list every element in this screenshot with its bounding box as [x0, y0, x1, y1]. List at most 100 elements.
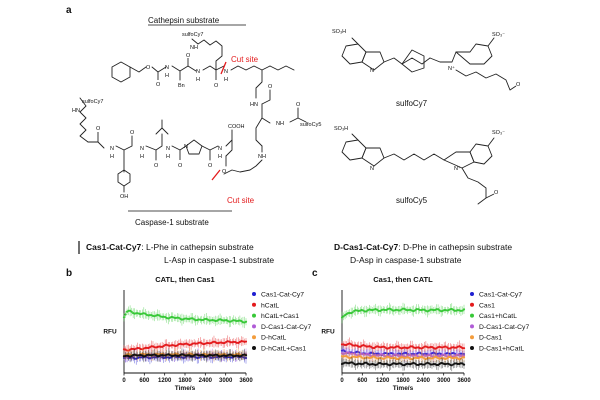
x-tick-label: 3600 — [239, 378, 253, 384]
cy5-so3h-label: SO₃H — [334, 126, 348, 132]
sulfocy7-label: sulfoCy7 — [396, 99, 428, 108]
lower-h2-label: H — [140, 154, 144, 160]
data-point — [462, 347, 466, 350]
cy7-so3h-label: SO₃H — [332, 29, 346, 35]
nh-top-label: NH — [190, 45, 198, 51]
data-point — [365, 310, 368, 313]
x-tick-label: 3000 — [437, 378, 451, 384]
legend-line1: Cas1-Cat-Cy7: L-Phe in cathepsin substra… — [86, 242, 254, 252]
data-point — [408, 356, 411, 359]
lower-h3-label: H — [166, 154, 170, 160]
data-point — [176, 354, 179, 357]
x-tick-label: 3600 — [457, 378, 471, 384]
cy5-so3-label: SO₃⁻ — [492, 130, 505, 136]
series-d-hcatl-cas1 — [122, 348, 248, 363]
oh-label: OH — [120, 194, 128, 200]
legend-desc2a: : D-Phe in cathepsin substrate — [398, 242, 512, 252]
data-point — [228, 353, 231, 356]
x-tick-label: 1200 — [376, 378, 390, 384]
series-hcatl — [122, 335, 248, 357]
panel-label-c: c — [312, 268, 318, 279]
legend-desc2b: D-Asp in caspase-1 substrate — [350, 255, 462, 265]
carbamate-n-label: N — [165, 65, 169, 71]
data-point — [365, 345, 368, 348]
data-point — [408, 308, 411, 311]
cooh-label: COOH — [228, 124, 245, 130]
data-point — [397, 345, 400, 348]
lower-n3-label: N — [166, 146, 170, 152]
legend-marker — [470, 292, 474, 296]
data-point — [343, 314, 347, 317]
proline-n-label: N — [184, 144, 188, 150]
data-point — [197, 354, 200, 357]
legend-marker — [252, 292, 256, 296]
cut-site-top: Cut site — [231, 55, 259, 64]
legend-name1: Cas1-Cat-Cy7 — [86, 242, 142, 252]
legend-label: D-Cas1 — [479, 335, 502, 342]
legend-desc1b: L-Asp in caspase-1 substrate — [164, 255, 274, 265]
lower-nh-label: NH — [258, 154, 266, 160]
lower-o1-label: O — [96, 126, 101, 132]
chart-title: Cas1, then CATL — [373, 275, 433, 284]
x-tick-label: 0 — [340, 378, 344, 384]
linker-nh-label: NH — [276, 121, 284, 127]
data-point — [435, 355, 438, 359]
amide-o2-label: O — [214, 83, 219, 89]
linker-hn-label: HN — [250, 102, 258, 108]
data-point — [462, 308, 466, 311]
legend-label: hCatL+Cas1 — [261, 313, 299, 320]
data-point — [383, 357, 386, 360]
chart-cas1-then-catl: Cas1, then CATL RFU 0 600 1200 1800 2400 3000 36… — [321, 275, 529, 392]
data-point — [350, 343, 353, 346]
data-point — [415, 308, 418, 311]
data-point — [244, 354, 248, 357]
lower-n5-label: N — [218, 146, 222, 152]
x-tick-label: 2400 — [199, 378, 213, 384]
lower-o5-label: O — [208, 163, 213, 169]
legend-label: Cas1-Cat-Cy7 — [261, 292, 304, 299]
caspase-substrate-title: Caspase-1 substrate — [135, 218, 209, 227]
legend-label: D-Cas1+hCatL — [479, 346, 524, 353]
legend-label: D-hCatL — [261, 335, 287, 342]
lower-n2-label: N — [140, 146, 144, 152]
data-point — [383, 345, 386, 349]
legend-marker — [470, 302, 474, 307]
data-point — [453, 356, 456, 359]
cathepsin-substrate-structure: sulfoCy7 NH O O N H Bn O N H O Cut site … — [111, 32, 321, 175]
legend-desc1a: : L-Phe in cathepsin substrate — [141, 242, 254, 252]
series-d-cas1-hcatl — [340, 356, 466, 372]
carbamate-o-label: O — [156, 82, 161, 88]
data-point — [443, 308, 446, 312]
data-point — [462, 363, 466, 366]
x-tick-label: 600 — [139, 378, 150, 384]
data-point — [244, 320, 248, 323]
legend-label: D-hCatL+Cas1 — [261, 346, 306, 353]
legend-label: D-Cas1-Cat-Cy7 — [479, 324, 529, 331]
data-point — [435, 347, 438, 350]
y-axis-label: RFU — [321, 329, 335, 336]
bn-label: Bn — [178, 83, 185, 89]
data-point — [122, 316, 126, 319]
sulfocy7-left-label: sulfoCy7 — [82, 99, 103, 105]
cy7-n-left-label: N — [370, 68, 374, 74]
data-point — [130, 354, 133, 358]
legend-marker — [252, 302, 256, 307]
data-point — [414, 362, 417, 365]
x-tick-label: 1800 — [178, 378, 192, 384]
data-point — [414, 309, 417, 312]
legend-label: hCatL — [261, 302, 279, 309]
data-point — [340, 316, 344, 319]
data-point — [130, 310, 133, 313]
legend-label: D-Cas1-Cat-Cy7 — [261, 324, 311, 331]
data-point — [435, 308, 438, 311]
lower-o6-label: O — [222, 169, 227, 175]
data-point — [389, 308, 392, 311]
data-point — [397, 357, 400, 361]
data-point — [461, 309, 464, 312]
cy5-o-label: O — [494, 190, 499, 196]
sulfocy5-label: sulfoCy5 — [396, 196, 428, 205]
cy5-n-left-label: N — [370, 166, 374, 172]
x-axis-label: Time/s — [175, 385, 196, 392]
legend-label: Cas1+hCatL — [479, 313, 517, 320]
data-point — [421, 346, 424, 349]
